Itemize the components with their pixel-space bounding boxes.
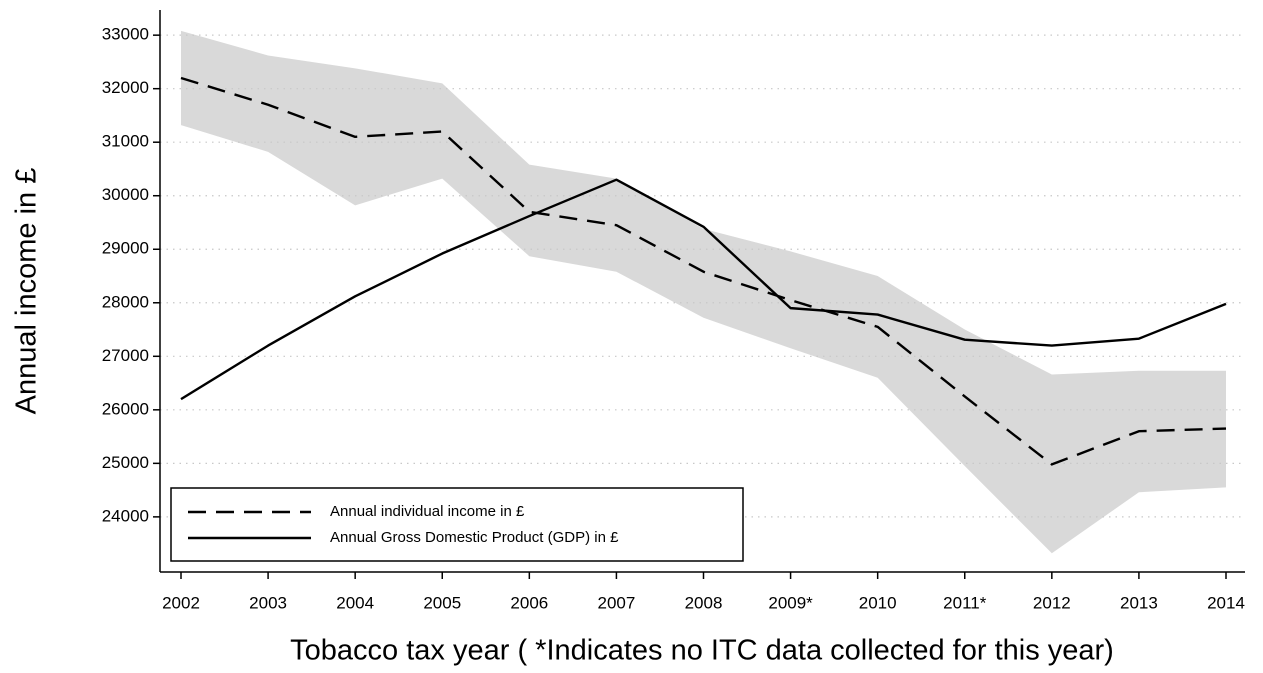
x-tick-label: 2010 [859,593,897,612]
y-tick-label: 29000 [102,239,149,258]
legend-label: Annual individual income in £ [330,503,525,520]
y-tick-label: 25000 [102,453,149,472]
x-tick-label: 2003 [249,593,287,612]
x-tick-label: 2005 [423,593,461,612]
series-line [180,76,1227,466]
x-tick-label: 2008 [685,593,723,612]
x-tick-label: 2009* [768,593,813,612]
y-tick-label: 27000 [102,346,149,365]
confidence-band [181,30,1226,554]
legend-label: Annual Gross Domestic Product (GDP) in £ [330,529,619,546]
y-tick-label: 31000 [102,132,149,151]
y-tick-label: 28000 [102,292,149,311]
y-tick-label: 33000 [102,25,149,44]
y-tick-label: 30000 [102,185,149,204]
x-tick-label: 2013 [1120,593,1158,612]
x-tick-label: 2007 [598,593,636,612]
legend-box [170,487,744,562]
x-tick-label: 2014 [1207,593,1245,612]
x-tick-label: 2012 [1033,593,1071,612]
y-tick-label: 26000 [102,399,149,418]
y-tick-label: 32000 [102,78,149,97]
y-axis-title: Annual income in £ [11,168,43,415]
y-tick-label: 24000 [102,506,149,525]
x-tick-label: 2011* [943,593,987,612]
x-tick-label: 2006 [510,593,548,612]
x-axis-title: Tobacco tax year ( *Indicates no ITC dat… [290,635,1114,667]
series-line [180,178,1227,401]
x-tick-label: 2004 [336,593,374,612]
x-tick-label: 2002 [162,593,200,612]
